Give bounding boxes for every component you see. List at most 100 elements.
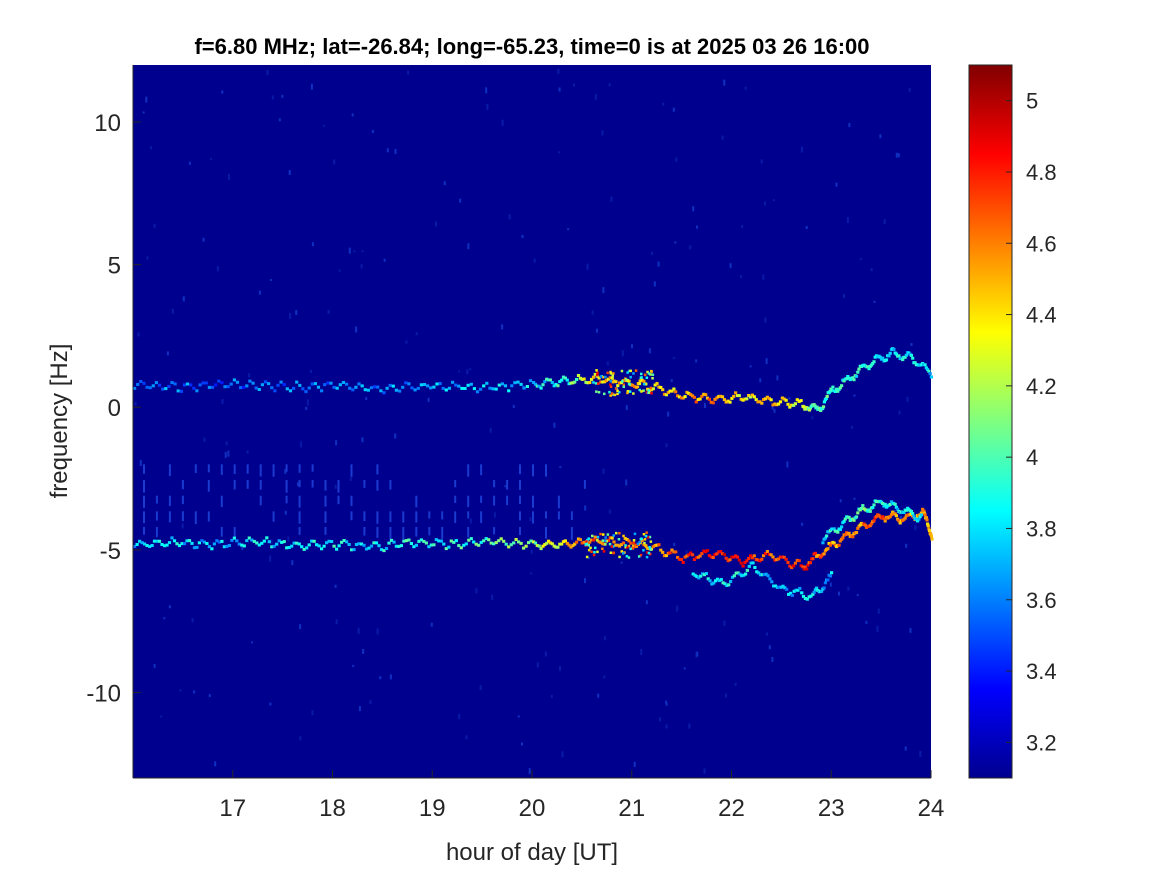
trace-point xyxy=(275,542,279,546)
trace-point xyxy=(135,543,139,546)
trace-point xyxy=(888,515,892,519)
trace-point xyxy=(803,597,807,600)
trace-point xyxy=(300,545,304,549)
trace-point xyxy=(854,531,859,534)
trace-point xyxy=(207,545,211,549)
trace-point xyxy=(385,386,389,390)
streak-pixel xyxy=(363,527,366,536)
trace-point xyxy=(701,572,705,576)
trace-point xyxy=(359,542,364,546)
trace-point xyxy=(888,351,892,355)
noise-pixel xyxy=(530,572,533,575)
noise-pixel xyxy=(723,79,726,86)
noise-pixel xyxy=(557,68,560,74)
trace-point xyxy=(276,383,280,387)
cluster-point xyxy=(597,382,600,385)
noise-pixel xyxy=(360,264,363,269)
trace-point xyxy=(845,377,849,381)
streak-pixel xyxy=(493,527,496,535)
trace-point xyxy=(229,382,233,386)
cluster-point xyxy=(622,383,625,387)
noise-pixel xyxy=(909,627,912,633)
trace-point xyxy=(638,379,642,383)
trace-point xyxy=(245,384,249,388)
streak-pixel xyxy=(259,464,262,477)
streak-pixel xyxy=(220,495,223,508)
trace-point xyxy=(805,597,809,601)
streak-pixel xyxy=(259,495,262,506)
trace-point xyxy=(462,543,466,547)
noise-pixel xyxy=(443,181,446,186)
y-axis: -10 -5 0 5 10 xyxy=(86,65,141,778)
noise-pixel xyxy=(596,328,598,333)
cluster-point xyxy=(595,390,598,393)
trace-point xyxy=(280,540,284,544)
streak-pixel xyxy=(428,527,431,536)
streak-pixel xyxy=(272,511,275,522)
cluster-point xyxy=(595,373,599,377)
x-tick-label: 24 xyxy=(918,795,945,822)
cluster-point xyxy=(639,376,643,379)
cluster-point xyxy=(634,369,638,372)
trace-point xyxy=(661,388,665,392)
trace-point xyxy=(447,545,451,549)
noise-pixel xyxy=(427,397,430,402)
trace-point xyxy=(567,382,571,386)
trace-point xyxy=(699,574,703,578)
trace-point xyxy=(765,550,769,553)
trace-point xyxy=(588,540,592,544)
trace-point xyxy=(745,397,749,401)
trace-point xyxy=(267,540,271,544)
trace-point xyxy=(237,542,241,546)
noise-pixel xyxy=(362,648,365,654)
trace-point xyxy=(539,386,543,390)
noise-pixel xyxy=(800,146,803,153)
trace-point xyxy=(601,542,605,546)
trace-point xyxy=(138,539,142,543)
trace-point xyxy=(466,383,470,387)
trace-point xyxy=(812,590,816,594)
trace-point xyxy=(711,401,715,405)
y-axis-label: frequency [Hz] xyxy=(46,344,73,499)
trace-point xyxy=(670,389,674,393)
trace-point xyxy=(694,400,698,404)
cluster-point xyxy=(614,387,618,390)
streak-pixel xyxy=(532,464,534,477)
noise-pixel xyxy=(371,129,374,133)
trace-point xyxy=(677,395,682,399)
trace-point xyxy=(556,545,560,549)
trace-point xyxy=(646,387,650,391)
noise-pixel xyxy=(334,484,337,489)
trace-point xyxy=(290,544,294,548)
noise-pixel xyxy=(376,628,379,635)
trace-point xyxy=(325,541,329,545)
trace-point xyxy=(711,556,715,559)
trace-point xyxy=(780,396,784,400)
noise-pixel xyxy=(508,214,511,220)
trace-point xyxy=(152,539,157,543)
trace-point xyxy=(212,542,216,546)
cluster-point xyxy=(587,544,590,547)
trace-point xyxy=(872,360,876,364)
noise-pixel xyxy=(851,425,854,429)
streak-pixel xyxy=(467,464,470,477)
trace-point xyxy=(800,591,804,595)
cluster-point xyxy=(608,542,612,546)
trace-point xyxy=(254,386,258,390)
cluster-point xyxy=(612,551,615,554)
trace-point xyxy=(172,539,177,543)
noise-pixel xyxy=(859,258,862,261)
trace-point xyxy=(295,541,299,545)
trace-point xyxy=(794,588,798,592)
trace-point xyxy=(722,398,726,402)
colorbar-tick-label: 4.8 xyxy=(1026,160,1057,185)
trace-point xyxy=(404,539,408,543)
cluster-point xyxy=(617,538,621,541)
trace-point xyxy=(704,393,708,397)
noise-pixel xyxy=(348,247,351,254)
trace-point xyxy=(313,382,317,386)
trace-point xyxy=(509,543,513,547)
trace-point xyxy=(799,399,803,403)
noise-pixel xyxy=(688,723,691,729)
trace-point xyxy=(783,586,787,590)
